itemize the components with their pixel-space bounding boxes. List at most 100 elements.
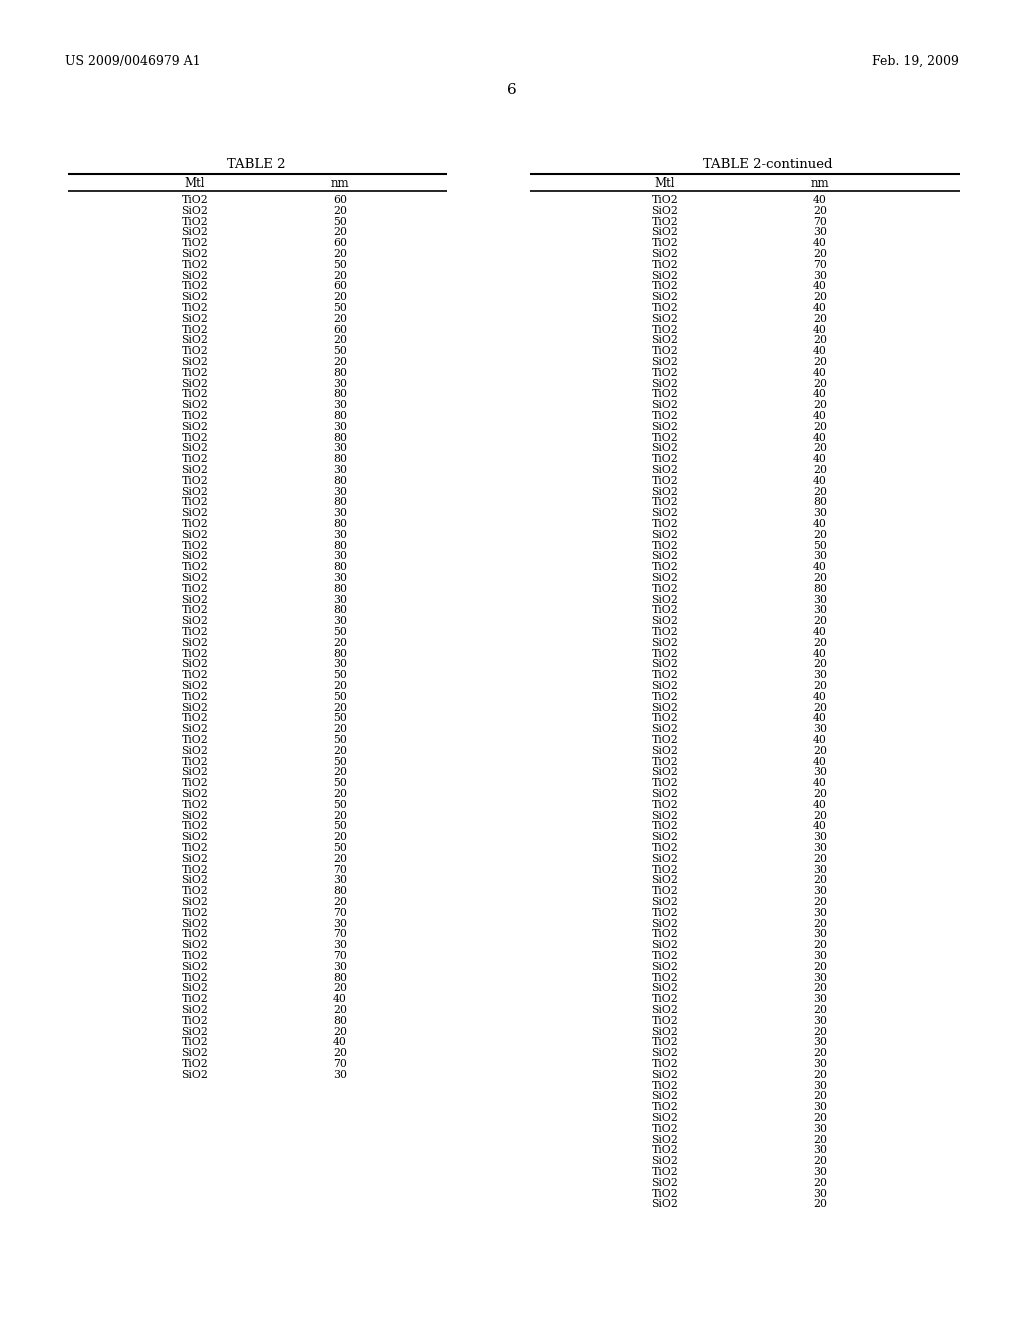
Text: TABLE 2: TABLE 2 [226, 158, 286, 172]
Text: 80: 80 [813, 498, 827, 507]
Text: SiO2: SiO2 [181, 444, 209, 453]
Text: TiO2: TiO2 [651, 583, 678, 594]
Text: TiO2: TiO2 [181, 411, 208, 421]
Text: SiO2: SiO2 [651, 356, 679, 367]
Text: TiO2: TiO2 [651, 281, 678, 292]
Text: 20: 20 [813, 1177, 827, 1188]
Text: SiO2: SiO2 [181, 422, 209, 432]
Text: 30: 30 [333, 400, 347, 411]
Text: 20: 20 [333, 356, 347, 367]
Text: 40: 40 [813, 433, 827, 442]
Text: SiO2: SiO2 [181, 919, 209, 928]
Text: TiO2: TiO2 [181, 519, 208, 529]
Text: TiO2: TiO2 [181, 1059, 208, 1069]
Text: TiO2: TiO2 [181, 1016, 208, 1026]
Text: TiO2: TiO2 [651, 1146, 678, 1155]
Text: 20: 20 [333, 1005, 347, 1015]
Text: SiO2: SiO2 [181, 681, 209, 690]
Text: SiO2: SiO2 [651, 1092, 679, 1101]
Text: SiO2: SiO2 [181, 940, 209, 950]
Text: 40: 40 [813, 281, 827, 292]
Text: 30: 30 [813, 1188, 827, 1199]
Text: TiO2: TiO2 [651, 1123, 678, 1134]
Text: TiO2: TiO2 [181, 627, 208, 638]
Text: 30: 30 [333, 875, 347, 886]
Text: 30: 30 [813, 1102, 827, 1113]
Text: 20: 20 [813, 1113, 827, 1123]
Text: TiO2: TiO2 [181, 692, 208, 702]
Text: TiO2: TiO2 [181, 260, 208, 269]
Text: SiO2: SiO2 [651, 1027, 679, 1036]
Text: 80: 80 [333, 389, 347, 400]
Text: SiO2: SiO2 [181, 487, 209, 496]
Text: SiO2: SiO2 [181, 335, 209, 346]
Text: 20: 20 [813, 573, 827, 583]
Text: SiO2: SiO2 [651, 529, 679, 540]
Text: 20: 20 [813, 335, 827, 346]
Text: 20: 20 [813, 487, 827, 496]
Text: 40: 40 [813, 648, 827, 659]
Text: 20: 20 [333, 292, 347, 302]
Text: 40: 40 [813, 562, 827, 572]
Text: 20: 20 [813, 898, 827, 907]
Text: SiO2: SiO2 [651, 1200, 679, 1209]
Text: Mtl: Mtl [654, 177, 675, 190]
Text: SiO2: SiO2 [181, 616, 209, 626]
Text: 50: 50 [333, 260, 347, 269]
Text: 20: 20 [333, 983, 347, 994]
Text: 40: 40 [333, 1038, 347, 1047]
Text: TiO2: TiO2 [651, 541, 678, 550]
Text: TiO2: TiO2 [651, 756, 678, 767]
Text: 20: 20 [813, 789, 827, 799]
Text: SiO2: SiO2 [651, 660, 679, 669]
Text: TiO2: TiO2 [181, 281, 208, 292]
Text: SiO2: SiO2 [181, 508, 209, 519]
Text: SiO2: SiO2 [181, 314, 209, 323]
Text: 50: 50 [333, 304, 347, 313]
Text: SiO2: SiO2 [181, 206, 209, 215]
Text: SiO2: SiO2 [181, 573, 209, 583]
Text: 30: 30 [813, 950, 827, 961]
Text: 20: 20 [333, 314, 347, 323]
Text: 30: 30 [333, 487, 347, 496]
Text: TiO2: TiO2 [651, 1016, 678, 1026]
Text: TiO2: TiO2 [181, 304, 208, 313]
Text: 30: 30 [333, 529, 347, 540]
Text: TiO2: TiO2 [651, 627, 678, 638]
Text: 40: 40 [813, 475, 827, 486]
Text: 60: 60 [333, 281, 347, 292]
Text: SiO2: SiO2 [651, 249, 679, 259]
Text: SiO2: SiO2 [181, 854, 209, 863]
Text: 30: 30 [813, 594, 827, 605]
Text: 30: 30 [333, 422, 347, 432]
Text: 20: 20 [813, 314, 827, 323]
Text: TiO2: TiO2 [651, 433, 678, 442]
Text: SiO2: SiO2 [181, 594, 209, 605]
Text: 30: 30 [813, 1081, 827, 1090]
Text: 80: 80 [333, 498, 347, 507]
Text: TiO2: TiO2 [651, 475, 678, 486]
Text: 20: 20 [813, 638, 827, 648]
Text: 20: 20 [813, 875, 827, 886]
Text: TiO2: TiO2 [651, 994, 678, 1005]
Text: 20: 20 [813, 249, 827, 259]
Text: TiO2: TiO2 [181, 1038, 208, 1047]
Text: 40: 40 [813, 735, 827, 744]
Text: TiO2: TiO2 [651, 304, 678, 313]
Text: TiO2: TiO2 [651, 843, 678, 853]
Text: SiO2: SiO2 [651, 875, 679, 886]
Text: 30: 30 [813, 271, 827, 281]
Text: 20: 20 [813, 660, 827, 669]
Text: 50: 50 [333, 735, 347, 744]
Text: 20: 20 [813, 292, 827, 302]
Text: SiO2: SiO2 [651, 573, 679, 583]
Text: SiO2: SiO2 [651, 487, 679, 496]
Text: SiO2: SiO2 [181, 465, 209, 475]
Text: 80: 80 [813, 583, 827, 594]
Text: 50: 50 [333, 779, 347, 788]
Text: 20: 20 [333, 898, 347, 907]
Text: 20: 20 [813, 206, 827, 215]
Text: 30: 30 [813, 1146, 827, 1155]
Text: 40: 40 [813, 411, 827, 421]
Text: SiO2: SiO2 [651, 638, 679, 648]
